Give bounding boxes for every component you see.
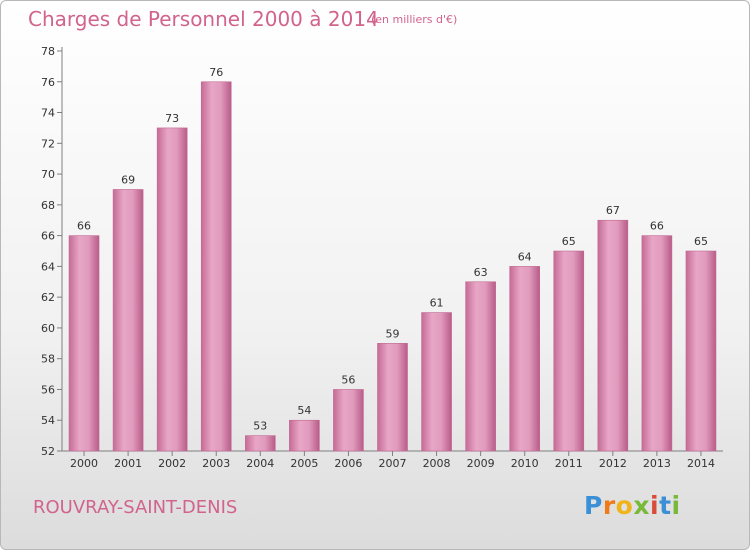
x-tick-label-2014: 2014: [687, 457, 715, 470]
bar-2010: [509, 266, 541, 452]
x-tick-label-2013: 2013: [643, 457, 671, 470]
y-tick-label: 72: [41, 137, 55, 150]
y-tick-label: 78: [41, 45, 55, 58]
bar-2012: [597, 219, 629, 452]
y-tick-label: 64: [41, 260, 55, 273]
value-label-2009: 63: [474, 266, 488, 279]
y-tick-label: 58: [41, 353, 55, 366]
x-tick-label-2004: 2004: [246, 457, 274, 470]
bar-2004: [245, 435, 276, 452]
value-label-2004: 53: [253, 420, 267, 433]
y-tick-label: 52: [41, 445, 55, 458]
value-label-2012: 67: [606, 204, 620, 217]
x-axis: 2000 2001 2002 2003 2004 2005 2006 2007 2008 2009…: [62, 450, 723, 470]
x-tick-label-2010: 2010: [511, 457, 539, 470]
bar-2007: [377, 343, 408, 452]
value-label-2010: 64: [518, 250, 532, 263]
bar-2009: [465, 281, 496, 452]
value-label-2005: 54: [297, 404, 311, 417]
value-label-2008: 61: [430, 297, 444, 310]
value-label-2007: 59: [386, 327, 400, 340]
value-label-2003: 76: [209, 66, 223, 79]
bar-2005: [289, 419, 320, 452]
value-label-2002: 73: [165, 112, 179, 125]
y-tick-label: 62: [41, 291, 55, 304]
y-tick-label: 74: [41, 107, 55, 120]
bar-2001: [112, 189, 144, 452]
logo-letter: o: [615, 491, 634, 520]
logo-letter: i: [671, 491, 681, 520]
y-tick-label: 54: [41, 414, 55, 427]
value-label-2006: 56: [341, 373, 355, 386]
bar-2003: [200, 81, 232, 452]
proxiti-logo[interactable]: Proxiti: [584, 491, 681, 520]
value-label-2014: 65: [694, 235, 708, 248]
logo-letter: P: [584, 491, 603, 520]
value-label-2000: 66: [77, 220, 91, 233]
x-tick-label-2000: 2000: [70, 457, 98, 470]
y-tick-label: 56: [41, 383, 55, 396]
x-tick-label-2011: 2011: [555, 457, 583, 470]
bar-2011: [553, 250, 585, 452]
x-tick-label-2001: 2001: [114, 457, 142, 470]
value-label-2001: 69: [121, 173, 135, 186]
x-tick-label-2009: 2009: [467, 457, 495, 470]
y-tick-label: 68: [41, 199, 55, 212]
y-tick-label: 66: [41, 230, 55, 243]
x-tick-label-2008: 2008: [423, 457, 451, 470]
y-tick-label: 70: [41, 168, 55, 181]
bar-2014: [685, 250, 717, 452]
value-label-2011: 65: [562, 235, 576, 248]
logo-letter: t: [659, 491, 672, 520]
bar-2002: [156, 127, 188, 452]
y-tick-label: 76: [41, 76, 55, 89]
chart-title: Charges de Personnel 2000 à 2014: [28, 7, 379, 31]
value-label-2013: 66: [650, 220, 664, 233]
x-tick-label-2006: 2006: [334, 457, 362, 470]
town-name: ROUVRAY-SAINT-DENIS: [33, 497, 238, 518]
chart-subtitle: (en milliers d'€): [371, 13, 458, 26]
x-tick-label-2002: 2002: [158, 457, 186, 470]
y-tick-label: 60: [41, 322, 55, 335]
bar-2008: [421, 312, 452, 452]
y-axis: 52 54 56 58 60 62 64 66 68 70 72 74 76 78: [41, 45, 63, 458]
bar-2006: [333, 389, 364, 452]
x-tick-label-2005: 2005: [290, 457, 318, 470]
bars: 66 69 73 76 53 54 56 59 61 63 64 65 67 66 65: [68, 66, 717, 452]
logo-letter: r: [602, 491, 616, 520]
x-tick-label-2003: 2003: [202, 457, 230, 470]
x-tick-label-2007: 2007: [379, 457, 407, 470]
bar-2000: [68, 235, 100, 452]
x-tick-label-2012: 2012: [599, 457, 627, 470]
bar-2013: [641, 235, 673, 452]
logo-letter: x: [633, 491, 650, 520]
logo-letter: i: [650, 491, 660, 520]
